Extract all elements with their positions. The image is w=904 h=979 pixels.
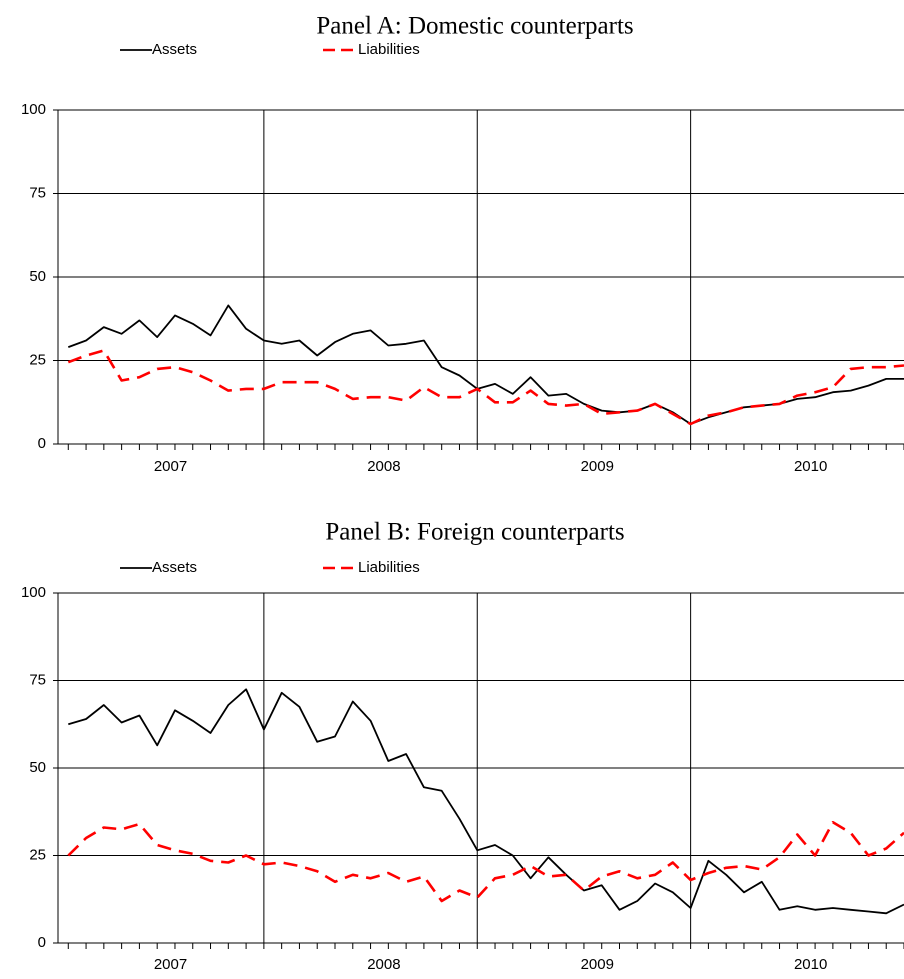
x-tick-label: 2008 (367, 458, 400, 475)
x-tick-label: 2010 (794, 956, 827, 973)
x-tick-label: 2007 (154, 458, 187, 475)
legend-label: Liabilities (358, 559, 420, 576)
y-tick-label: 100 (21, 584, 46, 601)
y-tick-label: 25 (29, 846, 46, 863)
y-tick-label: 50 (29, 759, 46, 776)
series-line (67, 304, 904, 425)
legend-label: Assets (152, 559, 197, 576)
x-tick-label: 2007 (154, 956, 187, 973)
series-line (68, 688, 904, 915)
y-tick-label: 0 (38, 934, 46, 951)
x-tick-label: 2009 (581, 458, 614, 475)
y-tick-label: 75 (29, 671, 46, 688)
x-tick-label: 2009 (581, 956, 614, 973)
y-tick-label: 75 (29, 184, 46, 201)
series-line (67, 821, 904, 903)
y-tick-label: 50 (29, 268, 46, 285)
x-tick-label: 2010 (794, 458, 827, 475)
legend-label: Assets (152, 41, 197, 58)
y-tick-label: 25 (29, 351, 46, 368)
chart-title: Panel B: Foreign counterparts (325, 519, 624, 546)
legend-label: Liabilities (358, 41, 420, 58)
y-tick-label: 0 (38, 435, 46, 452)
x-tick-label: 2008 (367, 956, 400, 973)
series-line (67, 349, 904, 426)
chart-title: Panel A: Domestic counterparts (316, 13, 633, 40)
y-tick-label: 100 (21, 101, 46, 118)
